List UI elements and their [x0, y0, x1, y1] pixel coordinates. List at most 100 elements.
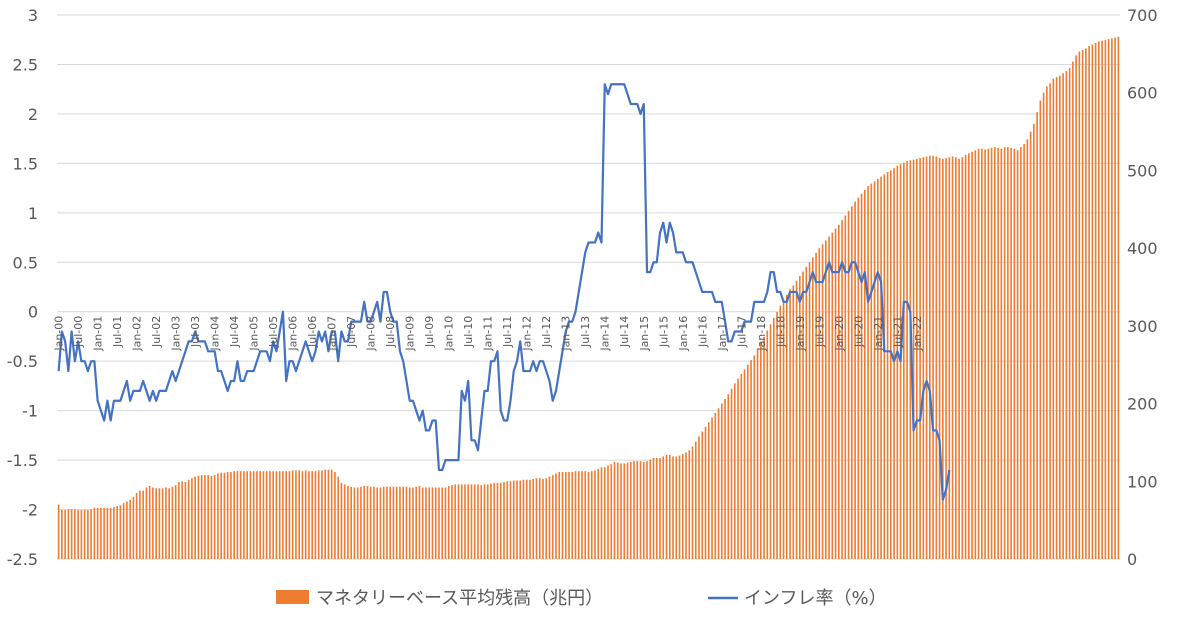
- bar: [200, 475, 203, 559]
- bar: [890, 170, 892, 559]
- bar: [347, 485, 349, 559]
- bar: [620, 463, 622, 559]
- x-tick-label: Jan-12: [521, 316, 534, 352]
- bar: [275, 471, 278, 559]
- bar: [925, 156, 928, 559]
- x-tick-label: Jan-17: [716, 316, 729, 352]
- bar: [730, 388, 733, 559]
- bar: [720, 403, 723, 559]
- x-axis: Jan-00 Jul-00 Jan-01 Jul-01 Jan-02 Jul-02 Jan-…: [53, 316, 924, 352]
- bar: [727, 394, 730, 559]
- bar: [337, 476, 340, 559]
- bar: [509, 481, 512, 559]
- bar: [851, 206, 853, 559]
- bar: [750, 360, 752, 559]
- bar: [782, 300, 785, 559]
- bar: [789, 289, 791, 559]
- bar: [1114, 37, 1116, 560]
- bar: [373, 486, 375, 559]
- bar: [119, 505, 122, 559]
- x-tick-label: Jul-00: [72, 316, 85, 348]
- bar: [558, 471, 561, 559]
- bar: [912, 159, 915, 560]
- bar: [239, 471, 242, 559]
- bar: [714, 412, 717, 559]
- bar: [252, 471, 255, 559]
- bar: [951, 156, 954, 559]
- bar: [844, 215, 847, 559]
- bar-series: [57, 36, 1120, 560]
- bar: [711, 417, 713, 559]
- bar: [330, 469, 333, 559]
- bar: [1104, 39, 1107, 560]
- x-tick-label: Jan-14: [599, 316, 612, 352]
- bar: [213, 475, 216, 559]
- bar: [1036, 112, 1038, 559]
- bar: [1029, 131, 1032, 559]
- bar: [704, 426, 707, 559]
- bar: [906, 161, 908, 559]
- bar: [545, 478, 548, 559]
- bar: [230, 471, 232, 559]
- bar: [269, 471, 271, 559]
- bar: [135, 492, 138, 559]
- bar: [938, 157, 941, 560]
- bar: [464, 484, 466, 559]
- bar: [298, 470, 300, 559]
- bar: [824, 240, 827, 559]
- bar: [74, 509, 76, 559]
- bar: [555, 473, 557, 559]
- bar: [256, 471, 258, 559]
- bar: [877, 178, 879, 560]
- bar: [405, 486, 408, 559]
- y-left-tick-label: 2: [28, 105, 38, 124]
- bar: [158, 488, 161, 559]
- bar: [766, 330, 769, 559]
- bar: [802, 271, 804, 559]
- bar: [623, 463, 626, 559]
- bar: [1052, 78, 1055, 559]
- x-tick-label: Jul-15: [657, 316, 670, 348]
- bar: [977, 148, 980, 560]
- bar: [994, 147, 996, 560]
- bar: [626, 462, 629, 559]
- bar: [441, 487, 444, 559]
- bar: [639, 461, 642, 559]
- x-tick-label: Jan-07: [326, 316, 339, 352]
- x-tick-label: Jul-17: [735, 316, 748, 348]
- bar: [652, 457, 655, 559]
- bar: [249, 471, 252, 559]
- bar: [184, 482, 187, 559]
- y-right-tick-label: 300: [1127, 317, 1158, 336]
- bar: [379, 487, 382, 559]
- bar: [561, 471, 564, 559]
- bar: [265, 471, 268, 559]
- bar: [577, 471, 580, 559]
- bar: [64, 510, 66, 559]
- bar: [93, 507, 96, 559]
- bar: [145, 487, 148, 559]
- bar: [272, 471, 274, 559]
- bar: [217, 473, 219, 559]
- x-tick-label: Jul-18: [774, 316, 787, 348]
- bar: [968, 153, 970, 559]
- x-tick-label: Jul-07: [345, 316, 358, 348]
- y-left-tick-label: 3: [28, 6, 38, 25]
- bar: [542, 478, 544, 559]
- bar: [867, 185, 869, 559]
- bar: [841, 220, 843, 560]
- bar: [155, 488, 157, 559]
- bar: [1049, 83, 1051, 559]
- bar: [171, 486, 174, 559]
- bar: [785, 294, 788, 559]
- bar: [821, 244, 824, 559]
- x-tick-label: Jul-21: [891, 316, 904, 348]
- bar: [964, 154, 967, 559]
- bar: [493, 482, 496, 559]
- bar: [490, 483, 492, 559]
- x-tick-label: Jan-02: [131, 316, 144, 352]
- bar: [909, 160, 912, 559]
- y-right-tick-label: 0: [1127, 550, 1137, 569]
- bar: [955, 157, 957, 559]
